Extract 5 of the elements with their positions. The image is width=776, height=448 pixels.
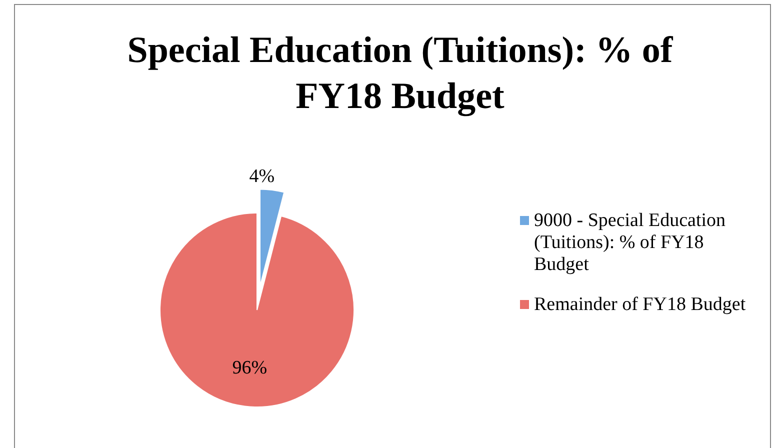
- data-label: 96%: [232, 358, 268, 379]
- chart-title: Special Education (Tuitions): % of FY18 Budget: [127, 30, 674, 117]
- data-label: 4%: [249, 166, 275, 188]
- legend-label: 9000 - Special Education (Tuitions): % of FY18 Budget: [534, 210, 726, 275]
- legend-label: Remainder of FY18 Budget: [534, 294, 746, 315]
